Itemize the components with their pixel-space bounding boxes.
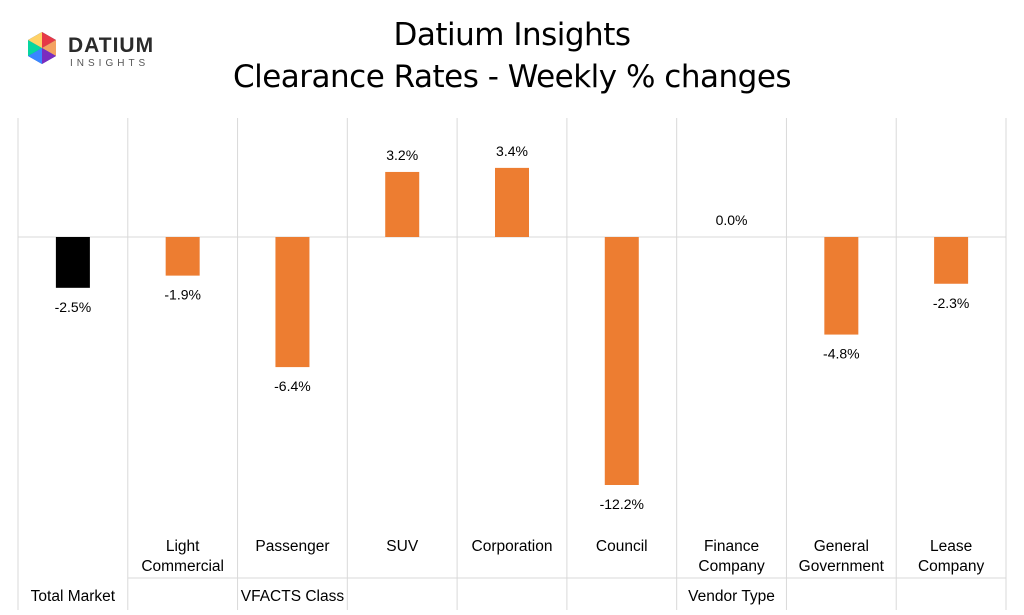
bar bbox=[275, 237, 310, 368]
bar bbox=[934, 237, 969, 284]
category-label: General bbox=[814, 538, 869, 555]
data-label: 3.2% bbox=[386, 147, 418, 163]
data-label: -2.5% bbox=[55, 299, 92, 315]
data-label: -6.4% bbox=[274, 378, 311, 394]
category-label: Council bbox=[596, 538, 648, 555]
category-label: Government bbox=[799, 558, 885, 575]
data-label: -2.3% bbox=[933, 295, 970, 311]
bar bbox=[604, 237, 639, 485]
category-label: Light bbox=[166, 538, 200, 555]
chart-title-line2: Clearance Rates - Weekly % changes bbox=[232, 59, 792, 95]
datium-logo-icon: DATIUM INSIGHTS bbox=[28, 32, 154, 69]
datium-logo: DATIUM INSIGHTS bbox=[20, 24, 170, 84]
group-label: Total Market bbox=[31, 588, 116, 605]
logo-subtitle: INSIGHTS bbox=[70, 58, 149, 69]
data-label: -4.8% bbox=[823, 346, 860, 362]
category-label: Corporation bbox=[472, 538, 553, 555]
category-label: Finance bbox=[704, 538, 759, 555]
category-label: SUV bbox=[386, 538, 419, 555]
bar bbox=[824, 237, 859, 335]
category-label: Lease bbox=[930, 538, 972, 555]
data-label: 3.4% bbox=[496, 143, 528, 159]
data-label: -12.2% bbox=[600, 496, 644, 512]
category-label: Company bbox=[918, 558, 985, 575]
category-label: Commercial bbox=[141, 558, 224, 575]
bar bbox=[165, 237, 200, 276]
chart-title: Datium Insights Clearance Rates - Weekly… bbox=[150, 14, 874, 98]
bar bbox=[55, 237, 90, 288]
bar bbox=[385, 171, 420, 237]
data-label: -1.9% bbox=[164, 287, 201, 303]
data-label: 0.0% bbox=[716, 212, 748, 228]
chart-title-line1: Datium Insights bbox=[393, 17, 631, 53]
group-label: Vendor Type bbox=[688, 588, 775, 605]
group-label: VFACTS Class bbox=[241, 588, 345, 605]
category-label: Passenger bbox=[255, 538, 329, 555]
bar bbox=[495, 167, 529, 237]
category-label: Company bbox=[698, 558, 765, 575]
logo-wordmark: DATIUM bbox=[68, 34, 154, 57]
